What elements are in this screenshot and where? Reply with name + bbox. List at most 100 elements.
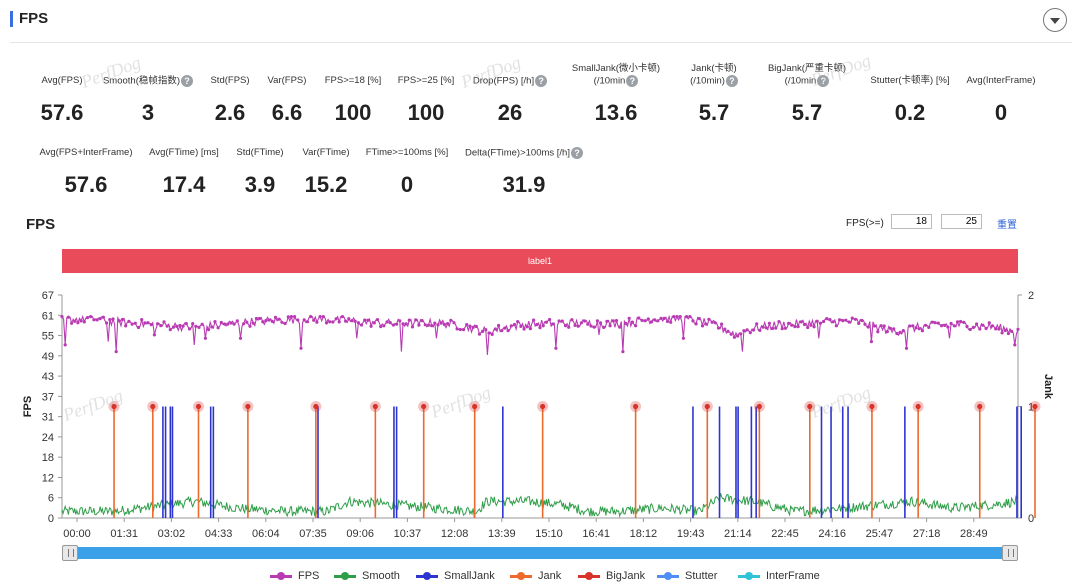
stat-value: 57.6 [40,100,84,125]
label-bar[interactable]: label1 [62,249,1018,273]
fps-point [449,318,453,322]
slider-right-handle[interactable] [1002,545,1018,561]
legend-item[interactable]: SmallJank [416,570,495,582]
fps-point [471,325,475,329]
fps-point [952,324,956,328]
big-jank-point [421,403,427,410]
fps-point [528,327,533,331]
fps-point [500,329,504,333]
stat-label-text: Avg(FTime) [ms] [149,147,219,158]
fps-threshold-2-input[interactable] [941,214,982,229]
stat-label-text: FTime>=100ms [%] [365,147,449,158]
fps-point [258,316,262,321]
fps-point [280,320,284,324]
x-tick-label: 16:41 [582,528,610,540]
fps-point [359,323,364,327]
legend-dot-icon [585,571,593,580]
fps-point [481,329,485,333]
stat-label: Avg(FPS+InterFrame) [26,147,146,159]
fps-point [924,323,928,327]
help-icon[interactable]: ? [181,75,194,87]
y-tick-label-right: 2 [1028,290,1034,302]
big-jank-point [756,403,762,410]
fps-point [261,320,265,324]
help-icon[interactable]: ? [626,75,639,87]
fps-point [774,326,778,330]
legend-item[interactable]: InterFrame [738,570,820,582]
legend-item[interactable]: Jank [510,570,561,582]
fps-point [200,322,204,326]
big-jank-point [633,403,639,410]
reset-button[interactable]: 重置 [997,220,1017,231]
fps-point [745,328,749,332]
legend-item[interactable]: BigJank [578,570,645,582]
help-icon[interactable]: ? [817,75,830,87]
x-tick-label: 25:47 [866,528,894,540]
stat-value: 100 [407,100,445,125]
y-tick-label-left: 12 [42,472,54,484]
stat-label-text: Std(FPS) [210,75,250,86]
fps-point [634,324,638,328]
stat-stats_row1-9: BigJank(严重卡顿) (/10min? 5.7 [747,63,867,125]
fps-point [296,318,300,322]
stat-stats_row2-1: Avg(FTime) [ms] 17.4 [124,147,244,197]
fps-point [388,321,392,325]
fps-point [89,315,93,319]
fps-point [401,322,405,326]
fps-point [337,320,341,324]
legend-item[interactable]: Smooth [334,570,400,582]
stat-label: Stutter(卡顿率) [%] [850,75,970,87]
fps-point [130,322,134,326]
fps-point [710,320,714,324]
collapse-toggle-icon[interactable] [1043,8,1067,32]
fps-point [1016,327,1020,331]
fps-point [455,327,459,331]
stat-label-text: Avg(FPS) [41,75,83,86]
fps-point [168,328,172,332]
fps-point [681,336,686,340]
stat-stats_row1-10: Stutter(卡顿率) [%] 0.2 [850,75,970,125]
fps-chart: 67 61 55 49 43 37 31 24 18 12 6 0 2 1 0 00:00 01:31 03:02… [22,290,1054,540]
stat-value: 6.6 [271,100,303,125]
fps-point [908,324,912,328]
fps-point [162,320,166,324]
fps-point [678,315,682,319]
stat-label: Drop(FPS) [/h]? [450,75,570,88]
fps-point [716,326,721,330]
fps-threshold-1-input[interactable] [891,214,932,229]
fps-point [694,322,698,326]
y-tick-label-left: 43 [42,371,54,383]
fps-point [159,324,163,328]
stat-value: 17.4 [162,172,206,197]
legend-swatch-icon [334,571,356,580]
fps-point [1000,331,1004,335]
legend-swatch-icon [578,571,600,580]
fps-point [975,322,979,326]
fps-point [124,324,128,328]
legend-dot-icon [423,571,431,580]
fps-point [904,346,909,350]
fps-point [410,325,415,329]
help-icon[interactable]: ? [535,75,548,87]
fps-point [101,315,105,319]
fps-point [305,320,309,324]
help-icon[interactable]: ? [570,147,583,159]
stat-label: FPS>=25 [%] [366,75,486,87]
stat-value: 0.2 [894,100,926,125]
fps-point [841,319,845,323]
stat-value: 15.2 [304,172,348,197]
fps-point [898,330,902,334]
fps-point [264,319,268,323]
time-range-slider[interactable] [62,545,1018,561]
fps-point [191,322,195,326]
slider-left-handle[interactable] [62,545,78,561]
fps-point [860,318,864,323]
slider-track[interactable] [68,547,1012,559]
help-icon[interactable]: ? [725,75,738,87]
fps-point [831,320,835,324]
big-jank-point [372,403,378,410]
stat-stats_row2-2: Std(FTime) 3.9 [200,147,320,197]
fps-point [984,326,988,331]
legend-item[interactable]: FPS [270,570,319,582]
legend-item[interactable]: Stutter [657,570,717,582]
